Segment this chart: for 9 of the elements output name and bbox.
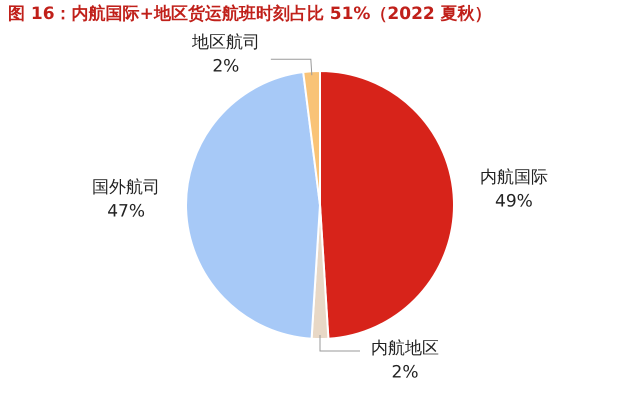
data-label: 47% bbox=[107, 202, 145, 222]
slice-label: 内航地区 bbox=[371, 338, 439, 358]
data-label: 2% bbox=[392, 362, 418, 382]
slice-label: 内航国际 bbox=[480, 167, 548, 188]
slice-label: 国外航司 bbox=[92, 178, 160, 198]
slice-label: 地区航司 bbox=[190, 32, 260, 53]
data-label: 49% bbox=[495, 191, 533, 212]
data-label: 2% bbox=[212, 56, 240, 77]
chart-title: 图 16：内航国际+地区货运航班时刻占比 51%（2022 夏秋） bbox=[8, 3, 492, 25]
